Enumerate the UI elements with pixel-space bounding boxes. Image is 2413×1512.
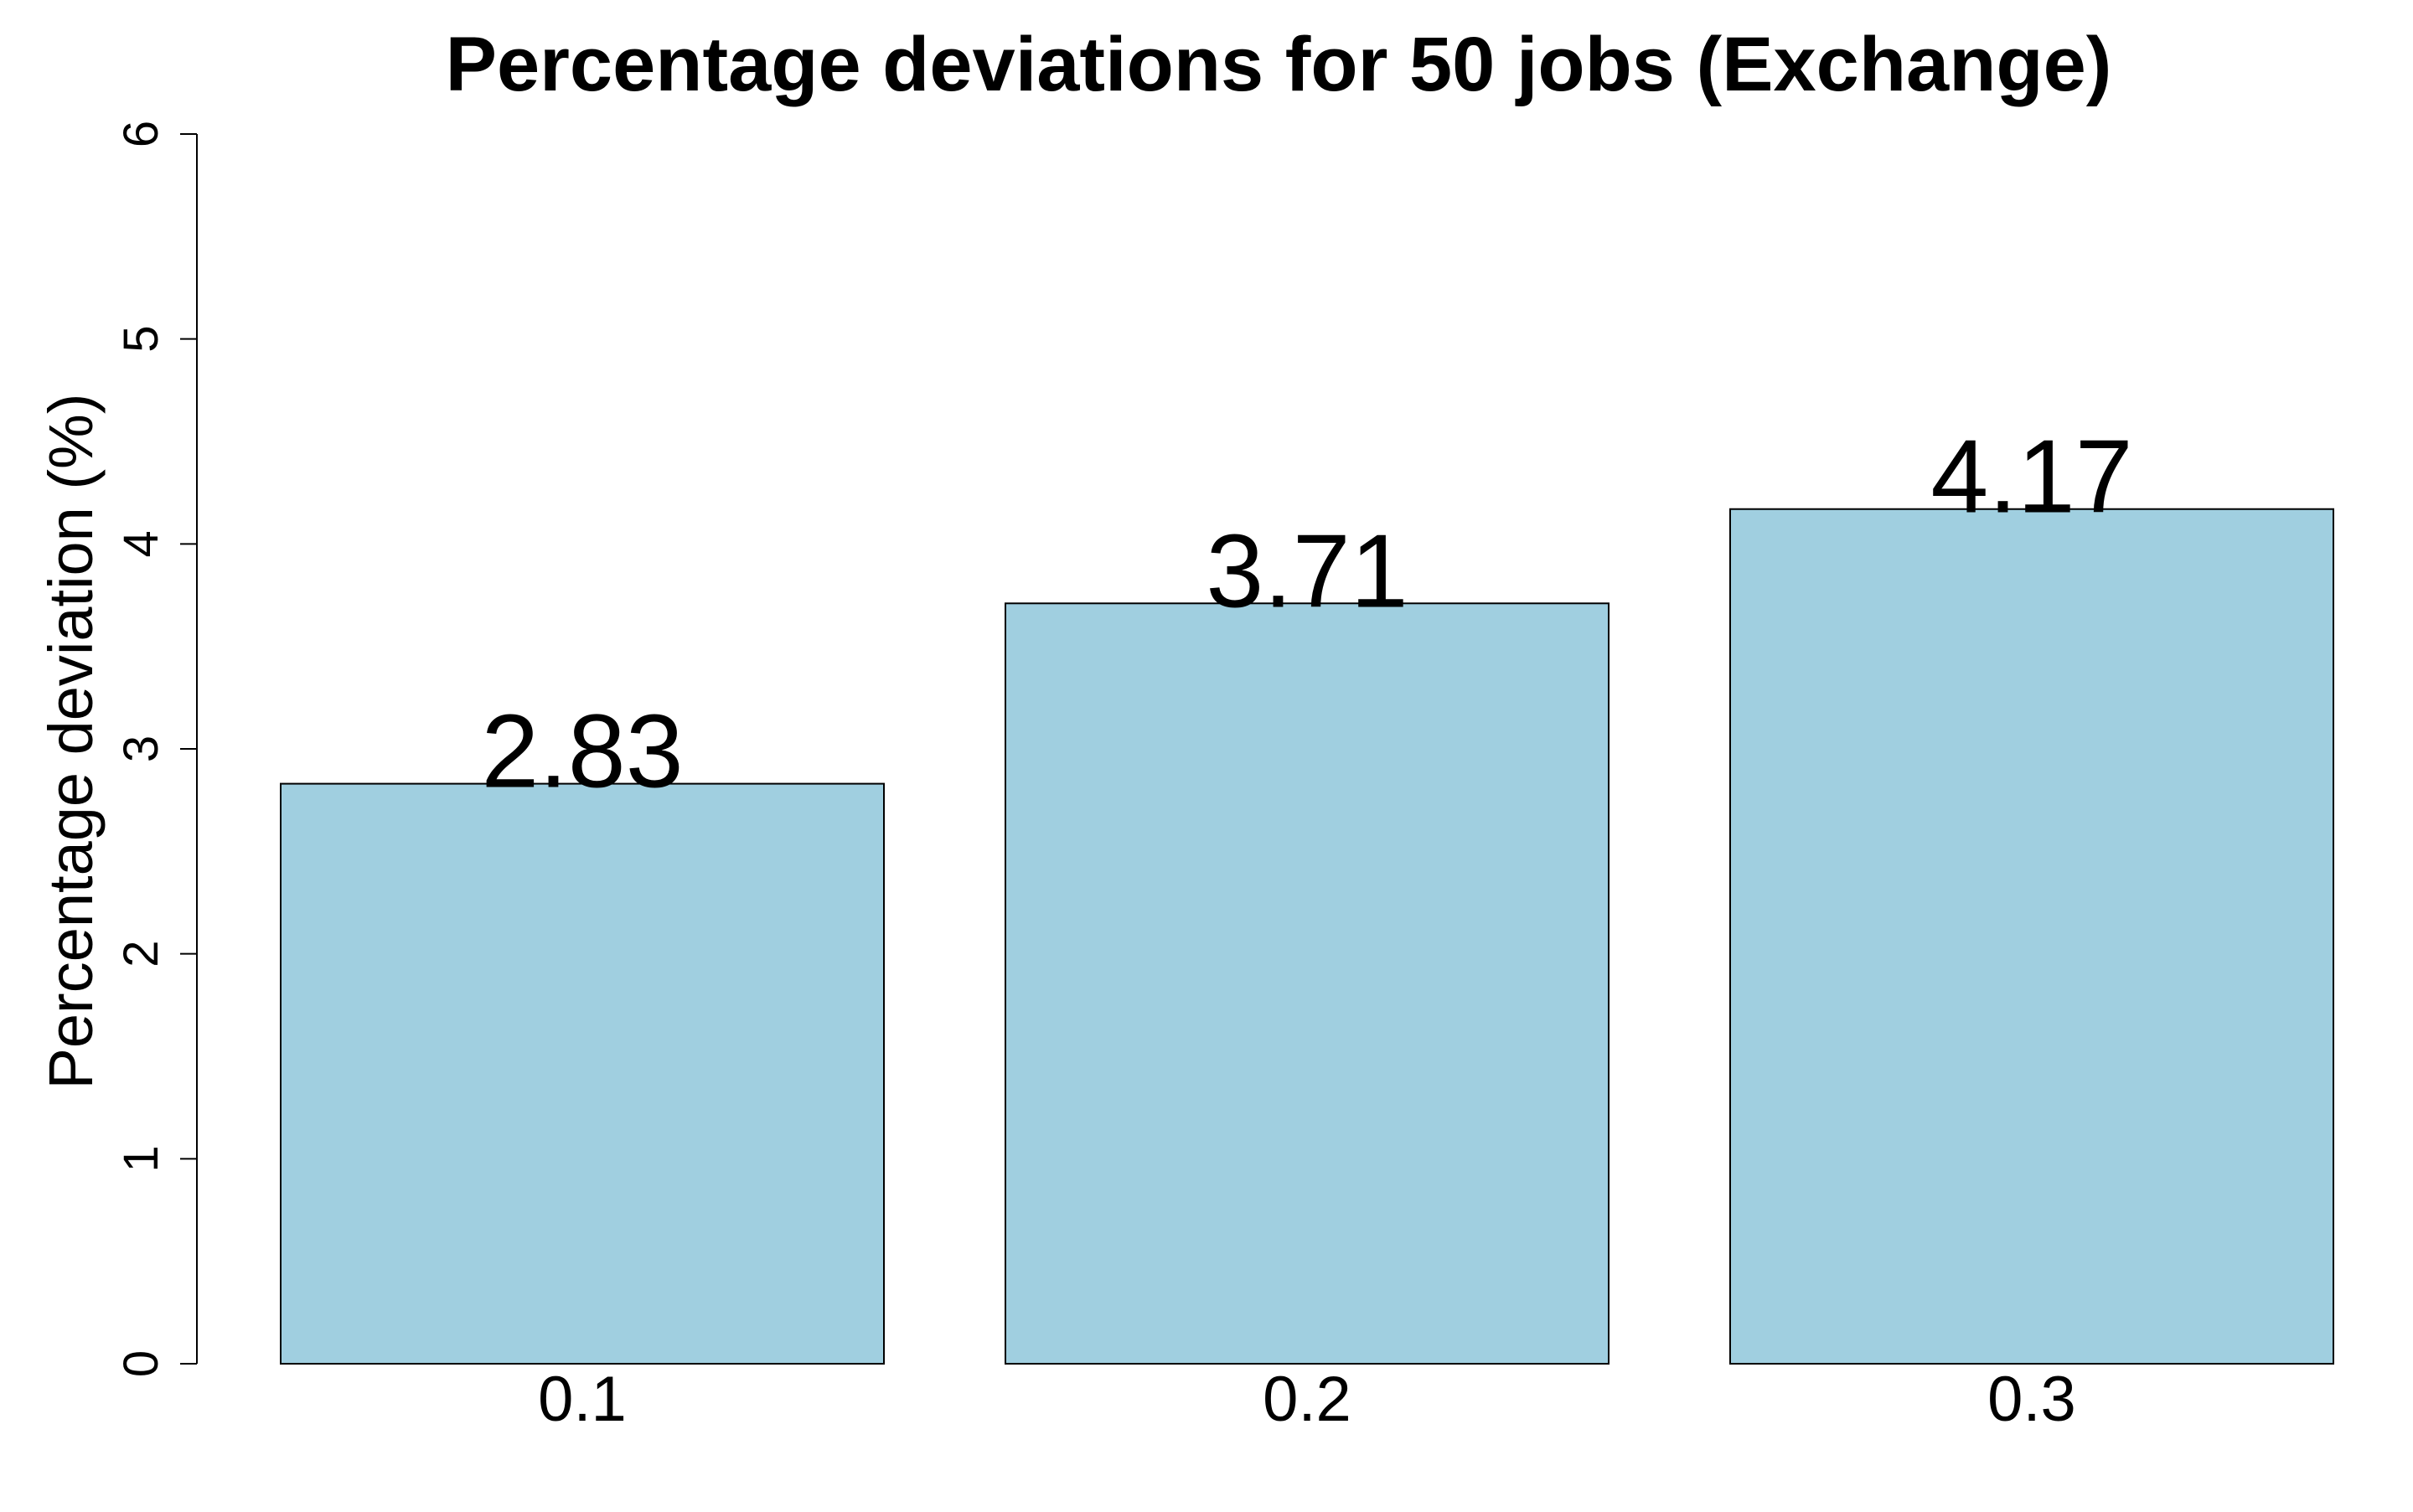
x-tick-label: 0.2 [1263, 1364, 1351, 1435]
value-label: 3.71 [1206, 513, 1408, 629]
y-tick-label: 3 [114, 735, 168, 762]
y-tick-label: 2 [114, 941, 168, 968]
y-tick-label: 4 [114, 530, 168, 557]
y-tick-label: 6 [114, 121, 168, 147]
x-tick-label: 0.1 [538, 1364, 627, 1435]
bars [280, 508, 2334, 1365]
y-tick-label: 5 [114, 326, 168, 353]
y-tick-label: 1 [114, 1145, 168, 1172]
value-label: 4.17 [1930, 420, 2132, 535]
bar [1005, 602, 1610, 1365]
value-labels: 2.83 3.71 4.17 [481, 420, 2132, 810]
value-label: 2.83 [481, 694, 683, 810]
chart-title: Percentage deviations for 50 jobs (Excha… [446, 22, 2112, 107]
y-axis-label: Percentage deviation (%) [36, 394, 106, 1090]
y-tick-label: 0 [114, 1350, 168, 1377]
x-tick-labels: 0.1 0.2 0.3 [538, 1364, 2076, 1435]
y-axis: 0 1 2 3 4 5 6 [114, 121, 198, 1377]
bar [1729, 508, 2334, 1365]
bar [280, 782, 885, 1365]
x-tick-label: 0.3 [1987, 1364, 2076, 1435]
